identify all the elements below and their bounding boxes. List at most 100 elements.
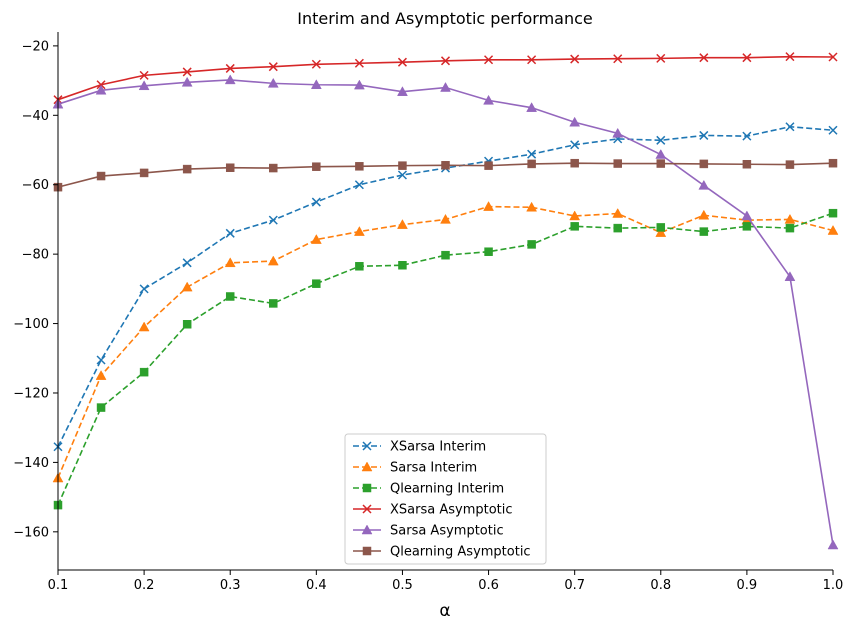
- data-point: [353, 226, 365, 236]
- legend-box: [344, 433, 547, 565]
- legend-entry: Sarsa Interim: [353, 461, 477, 476]
- data-point: [225, 292, 235, 301]
- data-point: [828, 158, 838, 168]
- data-point: [398, 260, 407, 270]
- data-point: [742, 222, 752, 231]
- data-point: [785, 223, 795, 233]
- series-1: [52, 201, 839, 483]
- data-point: [785, 52, 795, 62]
- x-tick-label: 0.1: [48, 578, 69, 593]
- data-point: [613, 54, 623, 64]
- data-point: [527, 149, 537, 159]
- legend-entry: Qlearning Interim: [353, 482, 504, 497]
- data-point: [96, 403, 106, 412]
- data-point: [267, 255, 279, 266]
- series-5: [53, 158, 838, 192]
- data-point: [355, 262, 364, 271]
- x-tick-label: 0.6: [478, 578, 499, 593]
- data-point: [612, 127, 624, 138]
- data-point: [656, 53, 666, 63]
- data-point: [354, 58, 364, 68]
- data-point: [139, 168, 149, 178]
- axes: [57, 32, 833, 571]
- data-point: [182, 258, 192, 268]
- data-point: [397, 57, 407, 67]
- data-point: [96, 171, 106, 181]
- data-point: [138, 80, 150, 91]
- data-point: [569, 116, 581, 127]
- data-point: [656, 223, 666, 232]
- legend-entry: Sarsa Asymptotic: [353, 524, 504, 539]
- data-point: [440, 82, 451, 92]
- x-axis-label: α: [439, 601, 450, 621]
- legend-entry: XSarsa Asymptotic: [353, 503, 513, 518]
- y-tick-label: −120: [13, 386, 49, 401]
- data-point: [268, 62, 278, 72]
- legend-marker: [362, 504, 372, 514]
- data-point: [828, 208, 838, 218]
- data-point: [741, 210, 753, 221]
- data-point: [397, 219, 408, 229]
- data-point: [181, 76, 193, 87]
- x-tick-label: 0.4: [306, 578, 327, 593]
- x-tick-label: 0.2: [134, 578, 155, 593]
- data-point: [699, 53, 709, 63]
- data-point: [570, 158, 579, 168]
- data-point: [526, 102, 538, 112]
- data-point: [224, 257, 236, 268]
- data-point: [526, 201, 538, 212]
- data-point: [139, 284, 149, 294]
- data-point: [441, 250, 450, 260]
- legend-marker: [362, 546, 372, 556]
- data-point: [225, 228, 235, 238]
- data-point: [613, 159, 622, 168]
- data-point: [312, 279, 321, 288]
- data-point: [742, 131, 752, 141]
- data-point: [827, 539, 839, 550]
- x-tick-label: 0.3: [220, 578, 241, 593]
- data-point: [355, 162, 364, 171]
- legend-label: Sarsa Interim: [390, 461, 477, 476]
- data-point: [398, 161, 407, 170]
- legend: XSarsa Interim Sarsa Interim Qlearning Int…: [344, 433, 547, 565]
- data-point: [784, 213, 796, 224]
- legend-label: Qlearning Interim: [390, 482, 504, 497]
- series-3: [53, 52, 838, 105]
- legend-entry: Qlearning Asymptotic: [353, 545, 531, 560]
- data-point: [656, 159, 666, 168]
- data-point: [484, 161, 493, 170]
- data-point: [182, 67, 192, 77]
- data-point: [699, 159, 709, 169]
- data-point: [699, 227, 709, 236]
- data-point: [698, 179, 710, 190]
- legend-marker: [362, 483, 372, 493]
- data-point: [570, 140, 580, 150]
- data-point: [655, 149, 667, 159]
- y-tick-label: −80: [22, 248, 49, 263]
- data-point: [827, 225, 839, 235]
- data-point: [397, 170, 407, 180]
- data-point: [484, 55, 494, 65]
- data-point: [225, 63, 235, 73]
- data-point: [483, 201, 494, 211]
- series-2: [53, 208, 838, 510]
- data-point: [353, 79, 365, 90]
- data-point: [828, 125, 838, 135]
- legend-label: Sarsa Asymptotic: [390, 524, 504, 539]
- data-point: [570, 54, 580, 64]
- x-tick-label: 0.7: [564, 578, 585, 593]
- y-tick-label: −160: [13, 525, 49, 540]
- legend-marker: [362, 441, 372, 451]
- data-point: [310, 79, 322, 90]
- data-point: [784, 271, 796, 281]
- data-point: [440, 56, 451, 66]
- y-ticks: −20 −40 −60 −80 −100 −120 −140 −160: [13, 39, 58, 540]
- data-point: [138, 321, 150, 332]
- legend-marker: [361, 461, 373, 472]
- data-point: [182, 320, 192, 329]
- data-point: [699, 130, 709, 140]
- data-point: [742, 159, 752, 169]
- y-tick-label: −60: [22, 178, 49, 193]
- series-line: [57, 55, 834, 101]
